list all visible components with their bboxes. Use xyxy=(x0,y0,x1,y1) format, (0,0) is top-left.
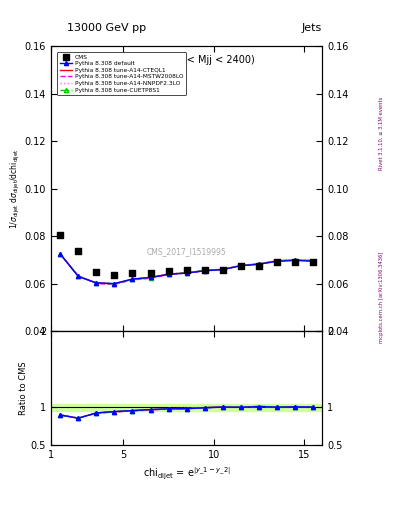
Point xyxy=(111,271,118,280)
Point xyxy=(256,262,262,270)
Point xyxy=(57,231,63,239)
Point xyxy=(310,258,316,266)
Text: χ (jets) (1900 < Mjj < 2400): χ (jets) (1900 < Mjj < 2400) xyxy=(118,55,255,65)
Point xyxy=(165,267,172,275)
Point xyxy=(184,266,190,274)
Point xyxy=(93,268,99,276)
Point xyxy=(202,266,208,274)
Y-axis label: Ratio to CMS: Ratio to CMS xyxy=(19,361,28,415)
Text: CMS_2017_I1519995: CMS_2017_I1519995 xyxy=(147,247,226,256)
Text: mcplots.cern.ch [arXiv:1306.3436]: mcplots.cern.ch [arXiv:1306.3436] xyxy=(379,251,384,343)
Point xyxy=(238,262,244,270)
Legend: CMS, Pythia 8.308 default, Pythia 8.308 tune-A14-CTEQL1, Pythia 8.308 tune-A14-M: CMS, Pythia 8.308 default, Pythia 8.308 … xyxy=(57,52,186,95)
Point xyxy=(75,247,81,255)
Point xyxy=(220,266,226,274)
Y-axis label: $1/\sigma_\mathrm{dijet}\ \mathrm{d}\sigma_\mathrm{dijet}/\mathrm{dchi}_\mathrm{: $1/\sigma_\mathrm{dijet}\ \mathrm{d}\sig… xyxy=(9,148,22,229)
Point xyxy=(274,258,280,266)
X-axis label: chi$_\mathrm{dijet}$ = e$^{|y\_1-y\_2|}$: chi$_\mathrm{dijet}$ = e$^{|y\_1-y\_2|}$ xyxy=(143,466,231,482)
Text: 13000 GeV pp: 13000 GeV pp xyxy=(66,23,146,33)
Point xyxy=(292,258,298,266)
Point xyxy=(129,268,136,276)
Text: Jets: Jets xyxy=(302,23,322,33)
Point xyxy=(147,269,154,277)
Text: Rivet 3.1.10, ≥ 3.1M events: Rivet 3.1.10, ≥ 3.1M events xyxy=(379,96,384,170)
Bar xyxy=(51,403,322,411)
